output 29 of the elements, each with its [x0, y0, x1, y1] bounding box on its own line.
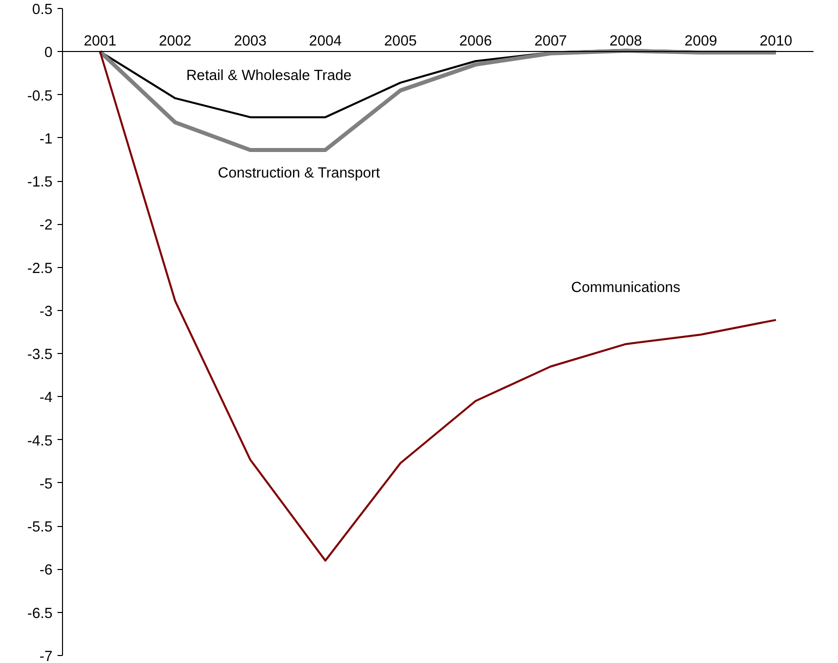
y-tick-label: -6.5 [27, 606, 53, 622]
y-tick-label: 0.5 [32, 2, 52, 18]
y-tick-label: -0.5 [27, 88, 53, 104]
y-tick-label: -1.5 [27, 174, 53, 191]
y-tick-label: -5.5 [27, 520, 53, 536]
y-tick-label: -6 [39, 562, 53, 579]
y-tick-label: -7 [39, 649, 53, 663]
y-tick-label: -3 [39, 304, 53, 320]
x-tick-label: 2005 [384, 34, 417, 50]
y-tick-label: -3.5 [27, 347, 53, 364]
y-tick-label: -1 [39, 131, 53, 148]
x-tick-label: 2002 [158, 34, 192, 50]
x-tick-label: 2008 [609, 34, 642, 50]
x-tick-label: 2001 [84, 34, 116, 50]
series-label: Retail & Wholesale Trade [186, 68, 352, 84]
y-tick-label: -2 [39, 218, 53, 234]
series-label: Construction & Transport [218, 165, 380, 182]
y-tick-label: -4.5 [27, 433, 53, 450]
y-tick-label: 0 [44, 45, 53, 62]
text: Communications [571, 280, 680, 296]
y-tick-label: -2.5 [27, 260, 53, 277]
y-tick-label: -4 [39, 390, 53, 406]
x-tick-label: 2010 [760, 34, 792, 50]
x-tick-label: 2007 [534, 34, 567, 50]
x-tick-label: 2004 [309, 34, 342, 50]
x-tick-label: 2003 [234, 34, 267, 50]
x-tick-label: 2009 [684, 34, 718, 50]
x-tick-label: 2006 [459, 34, 492, 50]
y-tick-label: -5 [39, 476, 53, 492]
